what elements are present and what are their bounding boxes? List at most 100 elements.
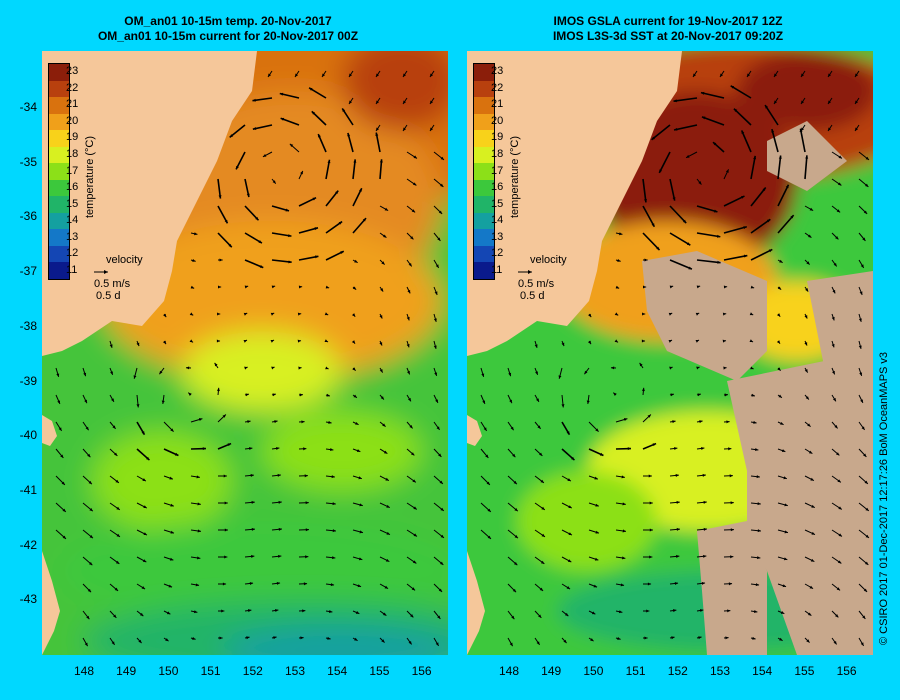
colorbar-tick-label: 18 [66, 147, 79, 160]
x-tick-label: 154 [327, 664, 348, 678]
current-arrow-head [87, 453, 91, 458]
current-arrow-head [194, 232, 198, 236]
current-arrow-head [224, 219, 228, 224]
current-arrow [777, 155, 782, 180]
current-arrow-head [838, 155, 842, 159]
current-arrow-head [352, 313, 356, 317]
current-arrow-head [228, 243, 232, 248]
current-arrow-head [724, 393, 728, 397]
current-arrow-head [332, 529, 336, 533]
current-arrow-head [659, 169, 663, 173]
current-arrow-head [229, 134, 234, 138]
current-arrow-head [272, 393, 276, 397]
current-arrow-head [381, 639, 385, 643]
current-arrow-head [621, 475, 625, 479]
current-arrow [352, 159, 357, 180]
current-arrow-head [831, 316, 835, 321]
current-arrow-head [288, 234, 292, 238]
current-arrow-head [358, 557, 363, 561]
current-arrow-head [376, 127, 380, 131]
current-arrow-head [674, 127, 678, 131]
current-arrow [217, 205, 229, 224]
current-arrow-head [276, 581, 281, 585]
current-arrow-head [726, 420, 730, 424]
current-arrow-head [407, 289, 411, 294]
current-arrow-head [540, 560, 545, 564]
current-arrow-head [407, 397, 411, 402]
current-arrow-head [111, 641, 115, 645]
current-arrow [298, 227, 319, 234]
current-arrow-head [701, 446, 705, 450]
y-tick-label: -34 [19, 100, 37, 114]
current-arrow-head [863, 453, 867, 457]
current-arrow-head [243, 312, 248, 316]
current-arrow-head [669, 366, 673, 370]
current-arrow-head [673, 609, 677, 613]
current-arrow-head [595, 530, 599, 534]
current-arrow-head [756, 475, 760, 479]
current-arrow-head [277, 473, 281, 477]
current-arrow-head [832, 397, 836, 402]
current-arrow-head [730, 501, 734, 505]
colorbar-swatch [474, 262, 494, 280]
current-arrow-head [197, 529, 201, 533]
current-arrow-head [244, 366, 248, 370]
current-arrow-head [251, 554, 255, 558]
current-arrow-head [386, 531, 390, 535]
current-arrow-head [315, 255, 319, 259]
velocity-arrow-right [518, 270, 532, 274]
current-arrow-head [774, 100, 778, 104]
current-arrow-head [192, 637, 196, 640]
current-arrow-head [672, 197, 676, 201]
y-tick-label: -40 [19, 428, 37, 443]
colorbar-swatch [474, 64, 494, 82]
current-arrow [701, 116, 725, 126]
current-arrow-head [216, 387, 220, 392]
current-arrow-head [483, 427, 487, 431]
current-arrow-head [833, 262, 837, 267]
current-arrow-head [249, 581, 254, 585]
current-arrow [642, 178, 647, 203]
current-arrow-head [189, 312, 194, 316]
current-arrow-head [139, 612, 144, 617]
current-arrow-head [780, 611, 785, 614]
current-arrow-head [409, 425, 413, 429]
model-map-graphic [42, 51, 448, 655]
current-arrow-head [385, 558, 390, 562]
current-arrow-head [352, 367, 356, 371]
current-arrow [673, 124, 698, 131]
colorbar-right [473, 63, 495, 280]
current-arrow-head [806, 261, 810, 265]
current-arrow-head [832, 289, 836, 294]
current-arrow-head [481, 373, 485, 377]
current-arrow-head [380, 396, 384, 400]
colorbar-swatch [49, 80, 69, 98]
current-arrow-head [376, 73, 380, 77]
current-arrow-head [593, 584, 598, 588]
current-arrow-head [725, 636, 729, 640]
current-arrow-head [646, 609, 650, 613]
current-arrow-head [335, 190, 339, 195]
current-arrow-head [217, 285, 222, 289]
current-arrow [642, 232, 661, 251]
current-arrow [244, 259, 264, 269]
current-arrow-head [482, 400, 486, 404]
current-arrow-head [536, 641, 540, 645]
colorbar-tick-label: 20 [491, 114, 504, 127]
current-arrow-head [347, 132, 351, 137]
current-arrow-head [379, 369, 383, 373]
current-arrow-head [142, 478, 146, 482]
x-tick-label: 149 [541, 664, 562, 678]
current-arrow [217, 178, 222, 199]
current-arrow-head [828, 73, 832, 77]
current-arrow-head [141, 431, 145, 435]
current-arrow-head [435, 264, 439, 268]
colorbar-swatch [49, 97, 69, 115]
current-arrow-head [349, 100, 353, 104]
current-arrow-head [161, 400, 165, 404]
x-tick-label: 152 [242, 664, 263, 678]
current-arrow-head [785, 184, 789, 189]
current-arrow-head [141, 586, 146, 590]
current-arrow-head [644, 199, 648, 203]
y-tick-label: -36 [19, 209, 37, 224]
